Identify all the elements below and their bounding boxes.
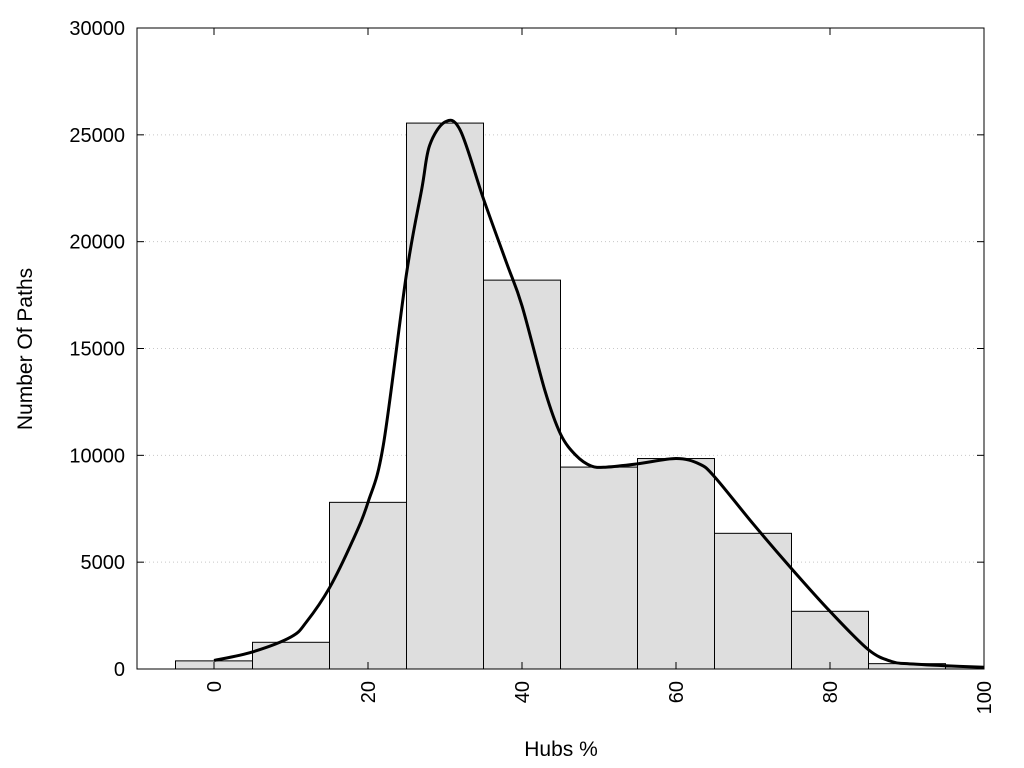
x-tick-label: 80 [820, 681, 842, 703]
x-axis-label: Hubs % [524, 738, 598, 761]
histogram-bar [637, 458, 715, 670]
x-tick-label: 20 [358, 681, 380, 703]
histogram-bar [791, 610, 869, 670]
y-tick-label: 5000 [81, 552, 126, 574]
histogram-bar [329, 501, 407, 670]
x-tick-label: 60 [666, 681, 688, 703]
histogram-bar [560, 466, 638, 670]
histogram-bar [252, 641, 330, 670]
y-tick-label: 25000 [69, 125, 125, 147]
x-axis-ticks: 0 20 40 60 80 100 [204, 28, 996, 714]
density-curve [213, 118, 985, 669]
y-tick-label: 30000 [69, 18, 125, 40]
histogram-bars [175, 122, 985, 670]
y-tick-label: 0 [114, 659, 125, 681]
y-axis-label: Number Of Paths [14, 268, 37, 430]
histogram-bar [483, 279, 561, 670]
x-tick-label: 0 [204, 681, 226, 692]
x-tick-label: 100 [974, 681, 996, 714]
y-tick-label: 15000 [69, 339, 125, 361]
x-tick-label: 40 [512, 681, 534, 703]
y-axis-ticks: 0 5000 10000 15000 20000 25000 30000 [69, 18, 984, 681]
y-tick-label: 20000 [69, 232, 125, 254]
y-tick-label: 10000 [69, 445, 125, 467]
density-curve-layer [213, 118, 985, 669]
